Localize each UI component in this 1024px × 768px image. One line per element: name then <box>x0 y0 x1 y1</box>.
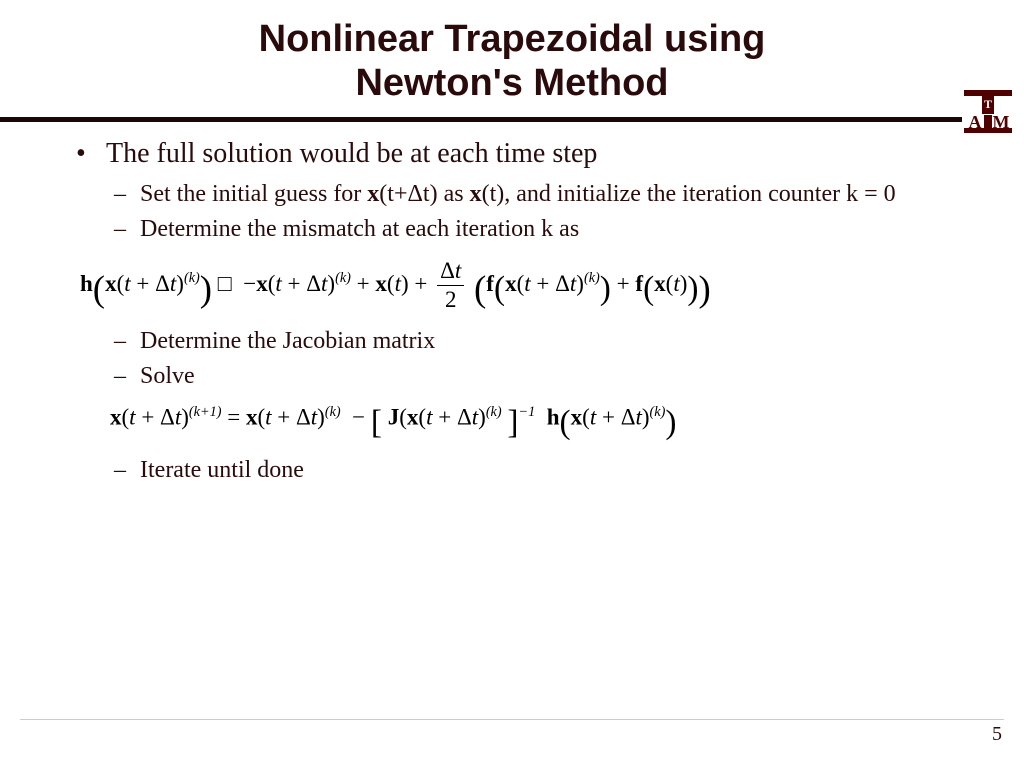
tamu-logo-icon: T A M <box>964 90 1012 139</box>
equation-mismatch: h(x(t + Δt)(k)) □ −x(t + Δt)(k) + x(t) +… <box>80 258 970 313</box>
title-rule <box>0 117 962 122</box>
page-number: 5 <box>992 723 1002 746</box>
bullet-level2-mismatch: Determine the mismatch at each iteration… <box>112 215 970 244</box>
bullet-level2-guess: Set the initial guess for x(t+Δt) as x(t… <box>112 180 970 209</box>
title-line-1: Nonlinear Trapezoidal using <box>259 18 766 60</box>
bullet-level2-solve: Solve <box>112 362 970 391</box>
bullet-level2-jacobian: Determine the Jacobian matrix <box>112 327 970 356</box>
bullet-level1: The full solution would be at each time … <box>70 138 970 170</box>
bullet-level2-iterate: Iterate until done <box>112 456 970 485</box>
svg-text:T: T <box>984 97 992 111</box>
slide-title: Nonlinear Trapezoidal using Newton's Met… <box>0 18 1024 105</box>
b1-text: The full solution would be at each time … <box>106 138 597 169</box>
content-area: The full solution would be at each time … <box>70 138 970 491</box>
equation-update: x(t + Δt)(k+1) = x(t + Δt)(k) − [ J(x(t … <box>110 404 970 442</box>
title-line-2: Newton's Method <box>355 62 668 104</box>
bottom-rule <box>20 719 1004 720</box>
